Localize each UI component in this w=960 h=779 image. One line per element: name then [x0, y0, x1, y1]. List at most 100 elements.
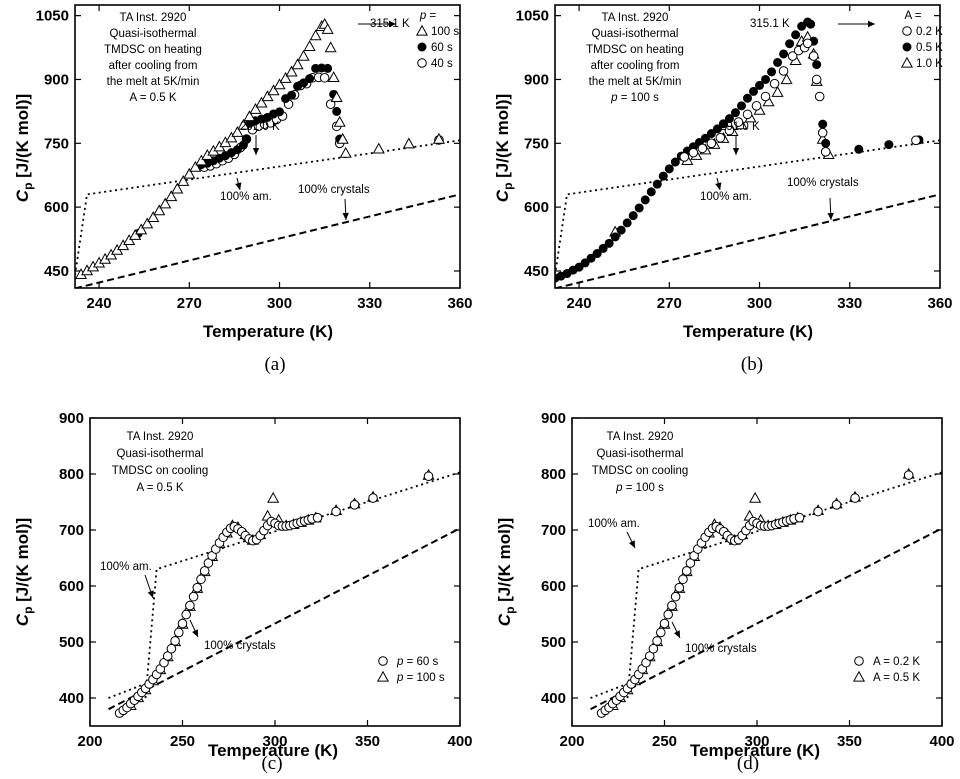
data-point: [900, 56, 914, 68]
annotation-line: the melt at 5K/min: [107, 76, 200, 88]
data-point: [183, 167, 196, 179]
annotation-line: TMDSC on cooling: [112, 465, 209, 477]
legend-label: A = 0.5 K: [873, 672, 920, 684]
legend-label: p = 100 s: [396, 672, 445, 684]
y-tick-label: 600: [59, 578, 84, 595]
panel-a: 240 270 300 330 360 450 600 750 900 1050 Temperatu…: [13, 4, 473, 375]
y-tick-label: 800: [59, 466, 84, 483]
callout-label: 100% am.: [220, 191, 272, 203]
data-point: [670, 591, 681, 602]
crystal-baseline: [75, 193, 460, 288]
arrow-head: [192, 629, 198, 637]
annotation-line: the melt at 5K/min: [589, 76, 682, 88]
data-point: [780, 73, 793, 85]
data-point: [791, 30, 801, 40]
data-point: [742, 109, 753, 120]
data-point: [330, 91, 343, 103]
data-point: [652, 636, 662, 646]
annotation-line: Quasi-isothermal: [597, 448, 684, 460]
data-point: [674, 582, 685, 593]
data-point: [718, 119, 728, 129]
data-point: [327, 71, 340, 83]
legend-marker: [415, 24, 429, 36]
annotation-line: A = 0.5 K: [130, 92, 177, 104]
legend-label: 40 s: [431, 58, 453, 70]
data-point: [760, 91, 771, 102]
legend-marker: [417, 42, 427, 52]
data-point: [628, 211, 638, 221]
data-point: [232, 145, 242, 155]
y-tick-label: 750: [524, 135, 549, 152]
data-point: [640, 195, 650, 205]
callout-label: 291.0 K: [240, 121, 280, 133]
x-tick-label: 270: [177, 295, 202, 312]
y-tick-label: 400: [541, 690, 566, 707]
y-tick-label: 1050: [516, 8, 549, 25]
data-point: [349, 500, 360, 510]
data-point: [324, 41, 337, 53]
data-point: [319, 72, 330, 83]
annotation-line: TA Inst. 2920: [127, 431, 194, 443]
x-tick-label: 200: [77, 733, 102, 750]
x-tick-label: 200: [559, 733, 584, 750]
x-tick-label: 300: [262, 733, 287, 750]
data-point: [574, 262, 584, 272]
data-point: [196, 574, 206, 585]
data-point: [646, 187, 656, 197]
annotation-line: TMDSC on cooling: [592, 465, 689, 477]
plot-frame: [571, 417, 943, 727]
legend-label: 100 s: [431, 26, 459, 38]
data-point: [261, 90, 274, 102]
annotation-line: TA Inst. 2920: [602, 12, 669, 24]
data-point: [188, 591, 199, 602]
series-0-2-k: [679, 38, 921, 162]
y-tick-label: 900: [44, 71, 69, 88]
data-point: [147, 211, 160, 223]
data-point: [787, 51, 798, 61]
data-point: [811, 74, 822, 85]
data-point: [267, 491, 280, 503]
data-point: [432, 132, 445, 144]
data-point: [368, 493, 378, 503]
data-point: [818, 119, 828, 129]
data-point: [415, 24, 429, 36]
data-point: [586, 253, 596, 263]
data-point: [821, 138, 831, 148]
data-point: [189, 160, 202, 172]
data-point: [243, 110, 256, 122]
data-point: [854, 656, 864, 666]
legend: A = 0.2 K 0.5 K 1.0 K: [900, 10, 943, 70]
data-point: [778, 66, 789, 76]
data-point: [423, 471, 434, 482]
plot-area: [108, 468, 460, 718]
annotation-line: TMDSC on heating: [104, 44, 202, 56]
arrow-head: [674, 630, 680, 638]
y-tick-label: 600: [44, 199, 69, 216]
x-tick-label: 300: [267, 295, 292, 312]
data-point: [812, 60, 822, 70]
amorphous-baseline: [590, 681, 632, 699]
y-tick-label: 600: [541, 578, 566, 595]
data-point: [903, 470, 914, 480]
data-point: [715, 132, 726, 143]
data-point: [779, 49, 789, 59]
data-point: [884, 140, 894, 150]
series-a-0-2-k: [596, 470, 914, 718]
annotation-line: Quasi-isothermal: [592, 28, 679, 40]
legend-marker: [378, 656, 388, 666]
data-point: [231, 126, 244, 137]
data-point: [679, 152, 690, 162]
data-point: [241, 134, 251, 144]
data-point: [736, 101, 746, 111]
series-100-s: [75, 17, 445, 280]
data-point: [806, 19, 816, 29]
annotation-line: p = 100 s: [615, 482, 664, 494]
data-point: [141, 217, 154, 229]
arrow-head: [342, 212, 349, 220]
data-point: [802, 38, 813, 49]
callout-label: 100% am.: [588, 518, 640, 530]
legend-marker: [902, 42, 912, 52]
x-axis-label: Temperature (K): [690, 741, 820, 760]
y-axis-label: Cp [J/(K mol)]: [13, 518, 35, 626]
series-60-s: [133, 63, 345, 239]
